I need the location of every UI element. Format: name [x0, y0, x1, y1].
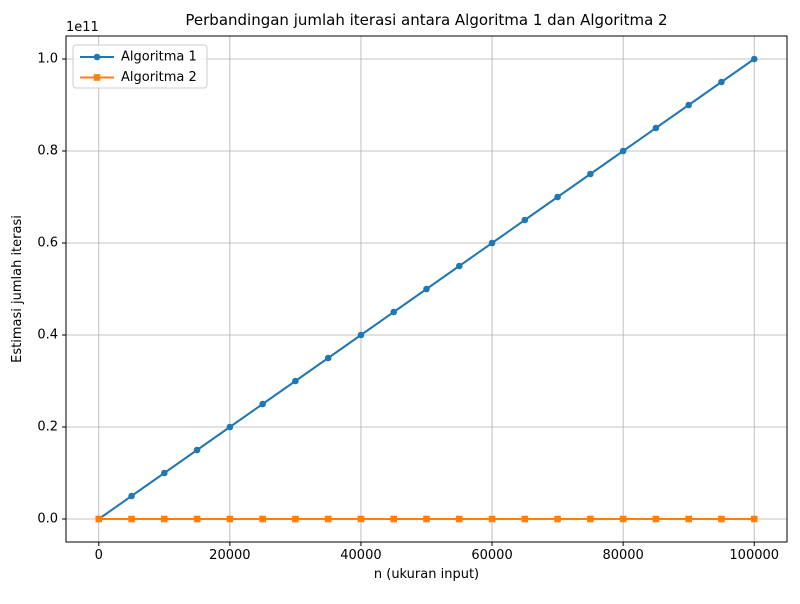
series-1-marker: [324, 515, 332, 523]
series-1-marker: [587, 515, 594, 523]
x-tick-label: 80000: [602, 548, 643, 563]
series-1-marker: [521, 515, 529, 523]
legend-sample-marker-0: [93, 53, 101, 61]
series-1-marker: [193, 515, 201, 523]
x-tick-label: 0: [95, 548, 103, 563]
x-tick-label: 100000: [729, 548, 779, 563]
series-1-marker: [128, 515, 135, 523]
series-1-marker: [226, 515, 234, 523]
series-0-marker: [685, 101, 692, 109]
y-tick-label: 0.8: [37, 144, 58, 159]
series-1-marker: [685, 515, 692, 523]
legend-label-0: Algoritma 1: [121, 50, 197, 65]
y-tick-label: 1.0: [37, 52, 58, 67]
series-0-marker: [521, 216, 529, 224]
series-1-marker: [455, 515, 463, 523]
series-1-marker: [95, 515, 103, 523]
series-layer: [95, 55, 758, 523]
series-1-marker: [357, 515, 365, 523]
series-0-marker: [750, 55, 758, 63]
series-1-marker: [554, 515, 561, 523]
ticks-layer: 0 20000 40000 60000 80000 100000 0.0 0.2 0.4 0.6 0…: [37, 52, 779, 564]
series-1-marker: [161, 515, 168, 523]
series-1-marker: [292, 515, 299, 523]
series-0-marker: [161, 469, 168, 477]
series-0-marker: [226, 423, 234, 431]
series-0-marker: [652, 124, 660, 132]
series-0-marker: [488, 239, 496, 247]
series-1-marker: [488, 515, 496, 523]
legend-sample-marker-1: [93, 74, 101, 81]
series-1-marker: [619, 515, 627, 523]
y-tick-label: 0.4: [37, 328, 58, 343]
series-0-marker: [324, 354, 332, 362]
y-offset-label: 1e11: [66, 20, 99, 35]
y-axis-label: Estimasi jumlah iterasi: [10, 215, 25, 363]
x-tick-label: 60000: [471, 548, 512, 563]
series-0-marker: [292, 377, 299, 385]
series-0-marker: [390, 308, 398, 316]
series-0-marker: [718, 78, 725, 86]
series-0-marker: [587, 170, 594, 178]
series-0-marker: [357, 331, 365, 339]
y-tick-label: 0.0: [37, 512, 58, 527]
series-1-marker: [718, 515, 725, 523]
series-0-marker: [423, 285, 430, 293]
series-0-marker: [619, 147, 627, 155]
series-1-marker: [390, 515, 398, 523]
x-tick-label: 40000: [340, 548, 381, 563]
series-0-marker: [128, 492, 135, 500]
chart-title: Perbandingan jumlah iterasi antara Algor…: [185, 11, 667, 29]
legend: Algoritma 1 Algoritma 2: [72, 44, 208, 89]
series-0-marker: [259, 400, 266, 408]
plot-border: [65, 35, 788, 543]
series-0-marker: [554, 193, 561, 201]
series-0-marker: [455, 262, 463, 270]
y-tick-label: 0.6: [37, 236, 58, 251]
series-1-marker: [750, 515, 758, 523]
x-axis-label: n (ukuran input): [374, 567, 479, 582]
series-1-marker: [652, 515, 660, 523]
x-tick-label: 20000: [209, 548, 250, 563]
legend-label-1: Algoritma 2: [121, 70, 197, 85]
series-1-marker: [259, 515, 266, 523]
series-1-marker: [423, 515, 430, 523]
series-0-marker: [193, 446, 201, 454]
y-tick-label: 0.2: [37, 420, 58, 435]
